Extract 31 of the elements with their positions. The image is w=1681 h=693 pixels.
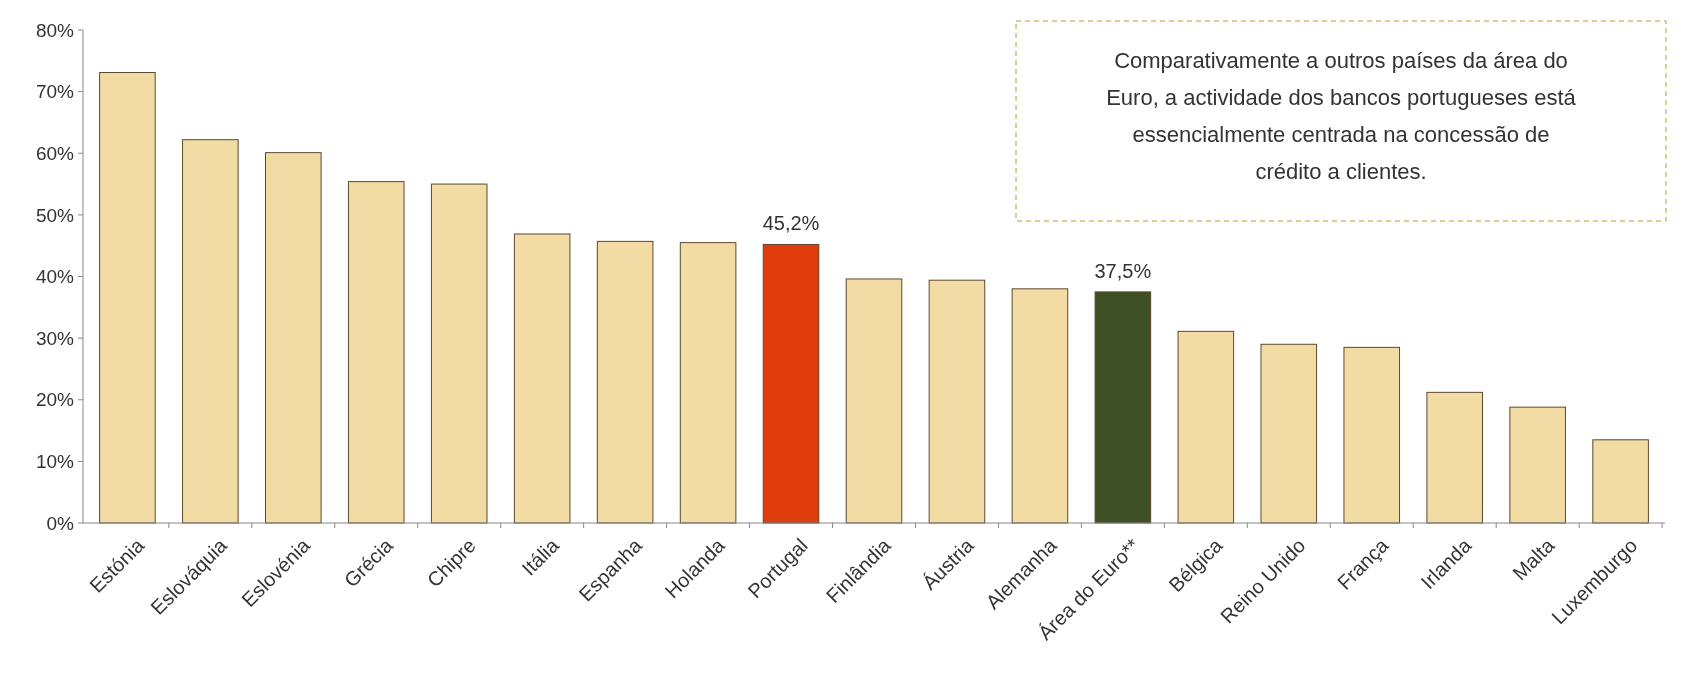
y-tick-label: 20% (35, 389, 75, 411)
bar (99, 72, 156, 524)
bar (1011, 288, 1069, 524)
bar (596, 240, 654, 524)
bar (679, 242, 737, 524)
bar (845, 278, 903, 524)
y-tick-label: 10% (35, 451, 75, 473)
y-tick-label: 40% (35, 266, 75, 288)
bar (1426, 391, 1483, 524)
bar (182, 139, 239, 524)
bar (1592, 439, 1649, 524)
y-tick-label: 30% (35, 327, 75, 349)
y-tick-label: 60% (35, 142, 75, 164)
bar (928, 279, 986, 524)
bar (1177, 330, 1235, 524)
data-label: 45,2% (762, 212, 820, 235)
bar (1260, 343, 1318, 524)
bar (430, 183, 488, 524)
bar (1094, 291, 1152, 524)
bar (762, 243, 820, 524)
y-tick-label: 0% (46, 512, 75, 534)
data-label: 37,5% (1094, 259, 1152, 282)
bar (1343, 346, 1401, 524)
bar (513, 233, 571, 524)
bar (347, 181, 405, 524)
y-tick-label: 80% (35, 19, 75, 41)
bar (265, 152, 322, 524)
bar (1509, 406, 1566, 524)
y-tick-label: 70% (35, 81, 75, 103)
annotation: Comparativamente a outros países da área do Euro, a actividade dos bancos portugueses está essencialmente centrada na concessão de crédito a clientes. (1106, 48, 1577, 184)
y-tick-label: 50% (35, 204, 75, 226)
